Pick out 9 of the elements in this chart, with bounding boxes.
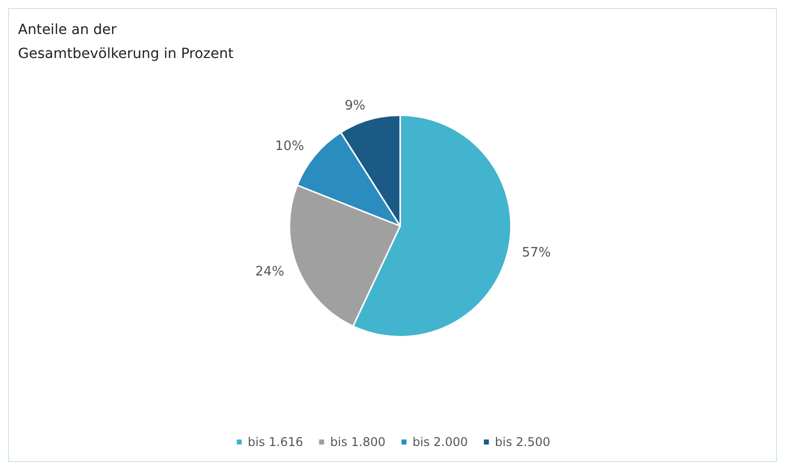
data-label: 10% [275, 138, 304, 154]
legend-label: bis 1.800 [330, 435, 386, 449]
data-label: 24% [255, 264, 284, 280]
data-label: 57% [522, 246, 551, 261]
chart-title: Anteile an der Gesamtbevölkerung in Prozent [18, 22, 234, 62]
data-label: 9% [344, 98, 366, 114]
legend-label: bis 2.500 [494, 435, 550, 449]
legend-label: bis 2.000 [412, 435, 468, 449]
legend-label: bis 1.616 [248, 435, 304, 449]
